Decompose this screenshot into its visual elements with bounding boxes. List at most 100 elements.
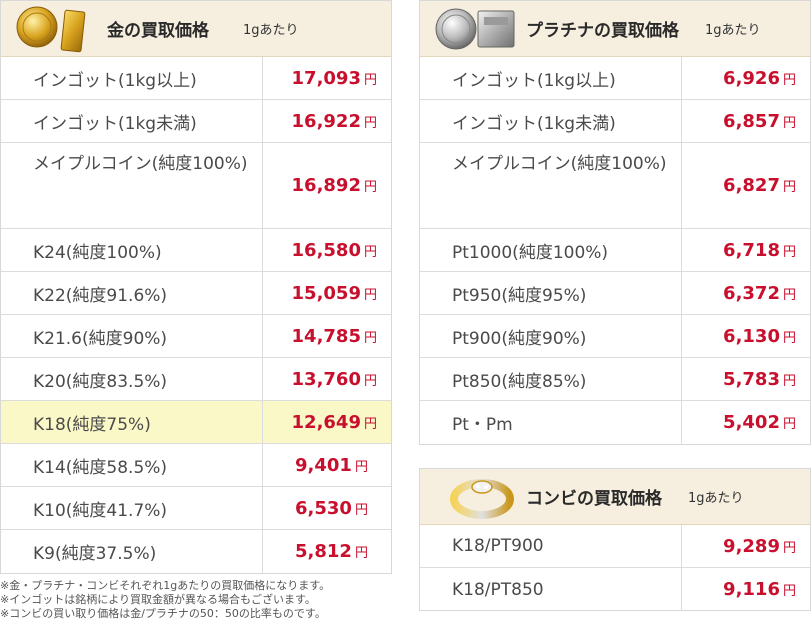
item-price: 9,289 円 <box>682 525 810 567</box>
item-price: 6,857 円 <box>682 100 810 142</box>
item-price: 6,827 円 <box>682 143 810 228</box>
item-price: 6,530 円 <box>263 487 391 529</box>
price-row: メイプルコイン(純度100%) 6,827 円 <box>420 143 810 229</box>
footnote: ※インゴットは銘柄により買取金額が異なる場合もございます。 <box>0 593 316 606</box>
combi-panel-unit: 1gあたり <box>688 491 744 506</box>
price-value: 6,530 <box>295 497 352 519</box>
gold-price-panel: 金の買取価格 1gあたり インゴット(1kg以上) 17,093 円インゴット(1k… <box>0 0 392 574</box>
price-value: 16,892 <box>291 175 361 196</box>
item-name: K24(純度100%) <box>1 229 263 271</box>
item-name: K18(純度75%) <box>1 401 263 443</box>
gold-panel-unit: 1gあたり <box>243 23 299 38</box>
price-row: K9(純度37.5%) 5,812 円 <box>1 530 391 573</box>
item-name: Pt1000(純度100%) <box>420 229 682 271</box>
platinum-price-list: インゴット(1kg以上) 6,926 円インゴット(1kg未満) 6,857 円メイプル… <box>420 57 810 444</box>
yen-unit: 円 <box>363 416 377 432</box>
item-name: インゴット(1kg以上) <box>420 57 682 99</box>
yen-unit: 円 <box>782 287 796 303</box>
combi-price-panel: コンビの買取価格 1gあたり K18/PT900 9,289 円 K18/PT850 9… <box>419 468 811 611</box>
yen-unit: 円 <box>363 287 377 303</box>
item-price: 9,116 円 <box>682 568 810 611</box>
item-name: K21.6(純度90%) <box>1 315 263 357</box>
price-value: 13,760 <box>291 368 361 390</box>
yen-unit: 円 <box>363 244 377 260</box>
price-row: インゴット(1kg以上) 17,093 円 <box>1 57 391 100</box>
item-price: 16,892 円 <box>263 143 391 228</box>
yen-unit: 円 <box>354 502 368 518</box>
platinum-panel-unit: 1gあたり <box>705 23 761 38</box>
item-price: 6,130 円 <box>682 315 810 357</box>
yen-unit: 円 <box>782 244 796 260</box>
price-row: Pt850(純度85%) 5,783 円 <box>420 358 810 401</box>
gold-price-list: インゴット(1kg以上) 17,093 円インゴット(1kg未満) 16,922 円メイ… <box>1 57 391 573</box>
price-value: 5,783 <box>723 368 780 390</box>
price-value: 6,718 <box>723 239 780 261</box>
footnote: ※金・プラチナ・コンビそれぞれ1gあたりの買取価格になります。 <box>0 579 331 592</box>
price-value: 9,116 <box>723 579 780 600</box>
item-name: インゴット(1kg以上) <box>1 57 263 99</box>
yen-unit: 円 <box>363 373 377 389</box>
item-price: 17,093 円 <box>263 57 391 99</box>
item-price: 16,580 円 <box>263 229 391 271</box>
price-row: K18(純度75%) 12,649 円 <box>1 401 391 444</box>
item-price: 13,760 円 <box>263 358 391 400</box>
price-row: メイプルコイン(純度100%) 16,892 円 <box>1 143 391 229</box>
yen-unit: 円 <box>782 115 796 131</box>
gold-panel-title: 金の買取価格 <box>107 21 209 41</box>
yen-unit: 円 <box>363 115 377 131</box>
price-value: 9,289 <box>723 535 780 557</box>
price-value: 16,922 <box>291 110 361 132</box>
item-name: K22(純度91.6%) <box>1 272 263 314</box>
item-name: K9(純度37.5%) <box>1 530 263 573</box>
gold-panel-header: 金の買取価格 1gあたり <box>1 1 391 57</box>
item-name: Pt850(純度85%) <box>420 358 682 400</box>
item-price: 16,922 円 <box>263 100 391 142</box>
price-row: K21.6(純度90%) 14,785 円 <box>1 315 391 358</box>
yen-unit: 円 <box>363 180 377 195</box>
combi-ring-icon <box>450 479 514 519</box>
item-name: メイプルコイン(純度100%) <box>1 143 263 228</box>
price-value: 5,402 <box>723 412 780 433</box>
price-row: K18/PT900 9,289 円 <box>420 525 810 568</box>
item-name: インゴット(1kg未満) <box>420 100 682 142</box>
footnotes: ※金・プラチナ・コンビそれぞれ1gあたりの買取価格になります。 ※インゴットは銘… <box>0 579 392 621</box>
price-value: 6,130 <box>723 325 780 347</box>
price-value: 9,401 <box>295 454 352 476</box>
yen-unit: 円 <box>782 584 796 599</box>
combi-panel-header: コンビの買取価格 1gあたり <box>420 469 810 525</box>
yen-unit: 円 <box>782 373 796 389</box>
item-price: 5,402 円 <box>682 401 810 444</box>
item-price: 9,401 円 <box>263 444 391 486</box>
yen-unit: 円 <box>782 330 796 346</box>
item-price: 12,649 円 <box>263 401 391 443</box>
price-value: 17,093 <box>291 67 361 89</box>
price-value: 16,580 <box>291 239 361 261</box>
footnote: ※コンビの買い取り価格は金/プラチナの50：50の比率ものです。 <box>0 607 326 620</box>
combi-panel-title: コンビの買取価格 <box>526 489 662 509</box>
item-price: 14,785 円 <box>263 315 391 357</box>
item-price: 5,783 円 <box>682 358 810 400</box>
price-row: K10(純度41.7%) 6,530 円 <box>1 487 391 530</box>
price-row: インゴット(1kg未満) 6,857 円 <box>420 100 810 143</box>
price-row: Pt1000(純度100%) 6,718 円 <box>420 229 810 272</box>
item-name: K20(純度83.5%) <box>1 358 263 400</box>
price-row: K20(純度83.5%) 13,760 円 <box>1 358 391 401</box>
price-value: 6,926 <box>723 67 780 89</box>
platinum-price-panel: プラチナの買取価格 1gあたり インゴット(1kg以上) 6,926 円インゴット(… <box>419 0 811 445</box>
yen-unit: 円 <box>782 72 796 88</box>
price-row: Pt900(純度90%) 6,130 円 <box>420 315 810 358</box>
price-value: 6,857 <box>723 110 780 132</box>
price-value: 6,827 <box>723 175 780 196</box>
price-row: Pt・Pm 5,402 円 <box>420 401 810 444</box>
price-value: 14,785 <box>291 325 361 347</box>
item-name: K18/PT850 <box>420 568 682 611</box>
price-row: K24(純度100%) 16,580 円 <box>1 229 391 272</box>
yen-unit: 円 <box>782 540 796 556</box>
item-price: 6,718 円 <box>682 229 810 271</box>
platinum-panel-header: プラチナの買取価格 1gあたり <box>420 1 810 57</box>
price-value: 6,372 <box>723 282 780 304</box>
price-row: K14(純度58.5%) 9,401 円 <box>1 444 391 487</box>
yen-unit: 円 <box>354 546 368 561</box>
combi-price-list: K18/PT900 9,289 円 K18/PT850 9,116 円 <box>420 525 810 611</box>
item-name: インゴット(1kg未満) <box>1 100 263 142</box>
